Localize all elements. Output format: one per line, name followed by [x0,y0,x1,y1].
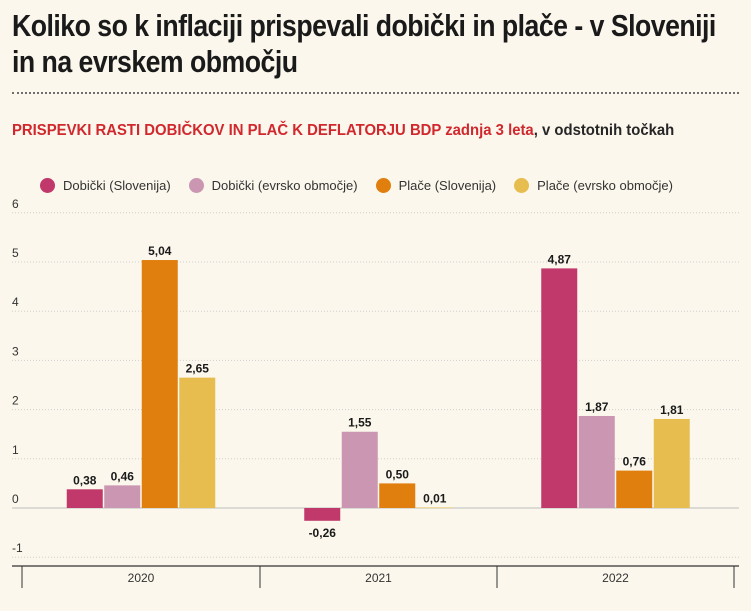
legend-label: Dobički (Slovenija) [63,177,171,193]
data-label: 5,04 [148,244,172,258]
bar [104,485,141,508]
title-divider [12,92,739,94]
subtitle-red-part: PRISPEVKI RASTI DOBIČKOV IN PLAČ K DEFLA… [12,122,534,139]
data-label: 0,46 [111,469,135,483]
y-tick-label: 2 [12,394,19,408]
y-tick-label: 3 [12,344,19,358]
legend-item: Dobički (evrsko območje) [188,177,358,193]
bar [141,260,178,508]
legend-label: Dobički (evrsko območje) [211,177,358,193]
title-line-1: Koliko so k inflaciji prispevali dobički… [12,8,716,43]
data-label: 1,81 [660,403,684,417]
chart-legend: Dobički (Slovenija) Dobički (evrsko območ… [40,175,691,195]
bar [179,377,216,508]
legend-item: Plače (Slovenija) [375,177,497,193]
data-label: 0,38 [73,473,97,487]
y-tick-label: -1 [12,541,23,555]
data-label: 1,87 [585,400,609,414]
chart-subtitle: PRISPEVKI RASTI DOBIČKOV IN PLAČ K DEFLA… [12,122,674,140]
chart-title: Koliko so k inflaciji prispevali dobički… [12,8,716,80]
y-tick-label: 5 [12,246,19,260]
subtitle-dark-part: , v odstotnih točkah [533,122,675,139]
bar [616,470,653,508]
bar [341,431,378,508]
data-label: 0,01 [423,492,447,506]
y-tick-label: 6 [12,197,19,211]
data-label: 4,87 [548,252,572,266]
x-tick-label: 2020 [128,571,155,585]
x-tick-label: 2022 [602,571,629,585]
legend-label: Plače (Slovenija) [398,177,497,193]
bar [578,415,615,508]
legend-swatch [188,177,204,193]
bar [66,489,103,508]
title-line-2: in na evrskem območju [12,44,298,79]
data-label: 0,76 [623,455,647,469]
legend-label: Plače (evrsko območje) [537,177,673,193]
bar [304,508,341,521]
y-tick-label: 1 [12,443,19,457]
legend-item: Plače (evrsko območje) [514,177,673,193]
bar [416,507,453,509]
bar [653,418,690,508]
y-tick-label: 0 [12,492,19,506]
data-label: 2,65 [186,362,210,376]
x-tick-label: 2021 [365,571,392,585]
legend-swatch [514,177,530,193]
bar [541,268,578,508]
data-label: 0,50 [386,467,410,481]
data-label: -0,26 [309,526,337,540]
legend-swatch [40,177,55,193]
legend-item: Dobički (Slovenija) [40,177,171,193]
bar-chart: 6 5 4 3 2 1 0 -1 2020 2021 2022 0,38 0,46 5,04 2,65 -0,… [12,197,739,588]
y-tick-label: 4 [12,295,19,309]
data-label: 1,55 [348,416,372,430]
legend-swatch [375,177,391,193]
bar [379,483,416,508]
